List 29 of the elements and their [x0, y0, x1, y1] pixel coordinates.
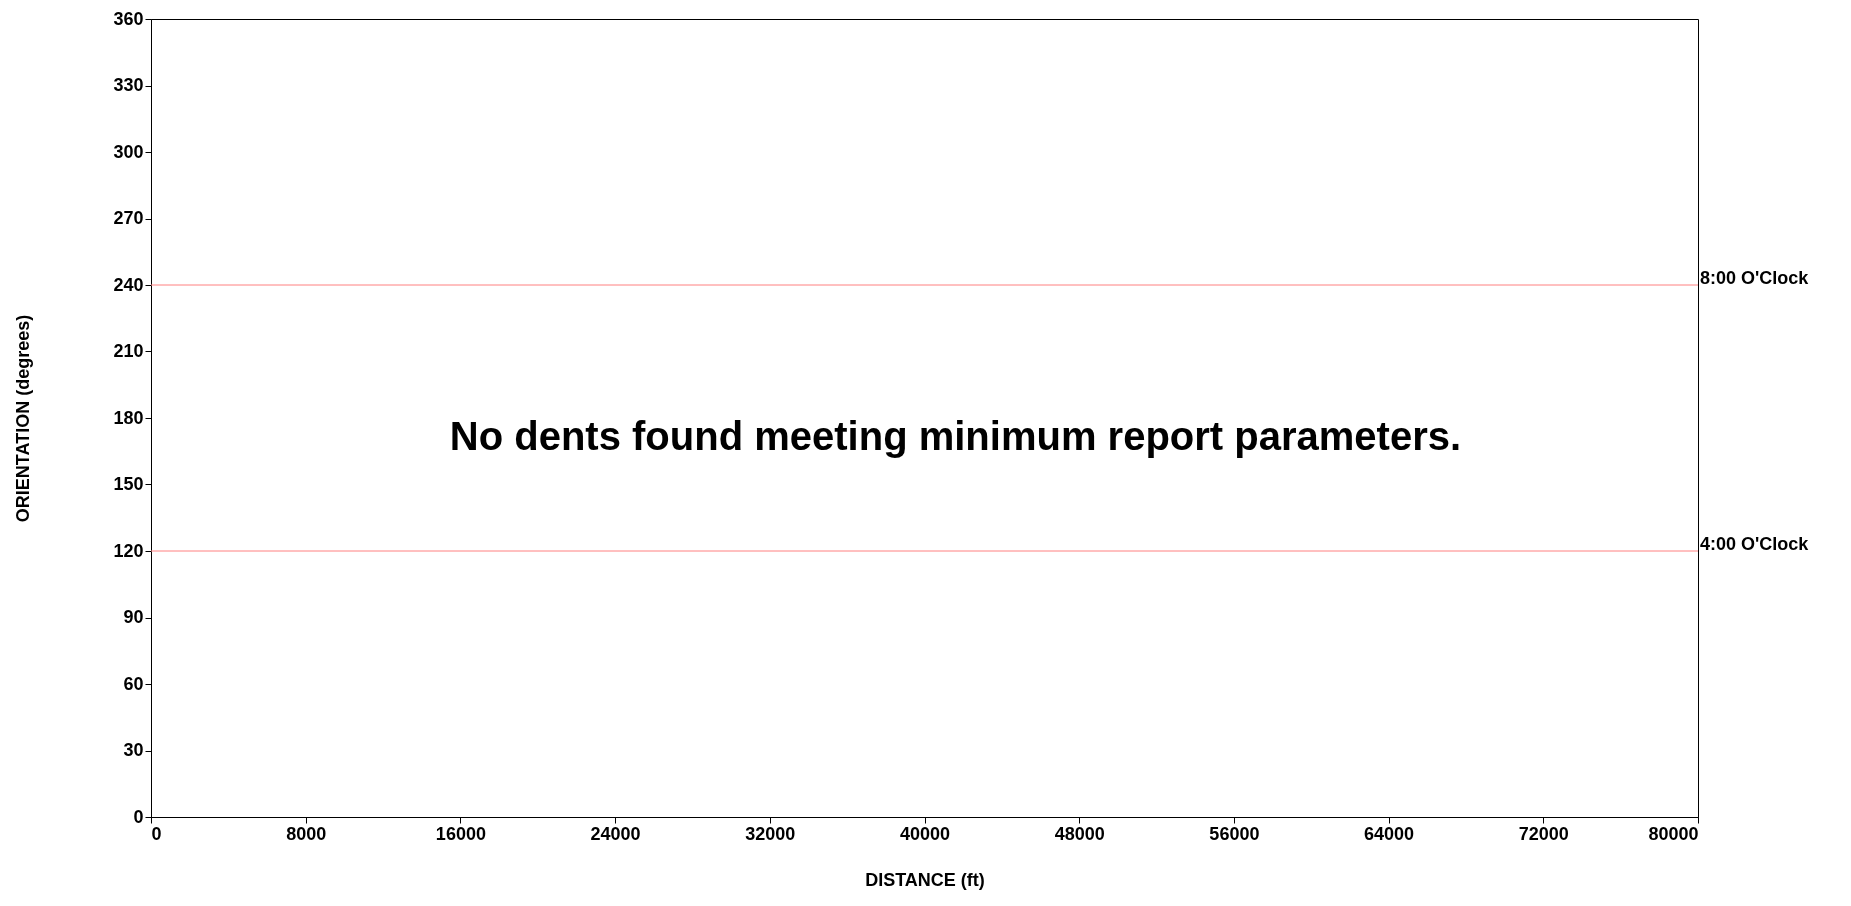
- x-tick-label: 48000: [1054, 823, 1105, 844]
- x-tick-label: 16000: [435, 823, 486, 844]
- y-tick-label: 150: [113, 474, 144, 494]
- x-tick-label: 56000: [1209, 823, 1260, 844]
- y-tick-label: 0: [133, 806, 144, 827]
- y-tick-label: 180: [113, 407, 144, 428]
- y-tick-label: 60: [123, 673, 144, 694]
- x-axis-title: DISTANCE (ft): [865, 869, 985, 890]
- x-tick-label: 80000: [1648, 823, 1699, 844]
- annotation: No dents found meeting minimum report parameters.: [449, 413, 1462, 458]
- y-tick-label: 330: [113, 75, 144, 95]
- x-tick-label: 32000: [745, 823, 796, 844]
- y-tick-label: 360: [113, 8, 144, 29]
- y-tick-label: 300: [113, 141, 144, 162]
- x-tick-label: 72000: [1518, 823, 1569, 844]
- x-tick-label: 24000: [590, 823, 641, 844]
- x-tick-label: 8000: [286, 823, 327, 844]
- x-tick-label: 0: [151, 823, 162, 844]
- x-tick-label: 64000: [1364, 823, 1415, 844]
- y-tick-label: 90: [123, 607, 144, 627]
- y-tick-label: 270: [113, 208, 144, 228]
- y-tick-label: 30: [123, 740, 144, 760]
- y-axis-title: ORIENTATION (degrees): [13, 314, 34, 523]
- y-tick-label: 210: [113, 341, 144, 361]
- y-tick-label: 120: [113, 540, 144, 561]
- x-tick-label: 40000: [899, 823, 951, 844]
- text: 4:00 O'Clock: [1700, 534, 1810, 554]
- y-tick-label: 240: [113, 274, 144, 295]
- text: 8:00 O'Clock: [1700, 268, 1810, 288]
